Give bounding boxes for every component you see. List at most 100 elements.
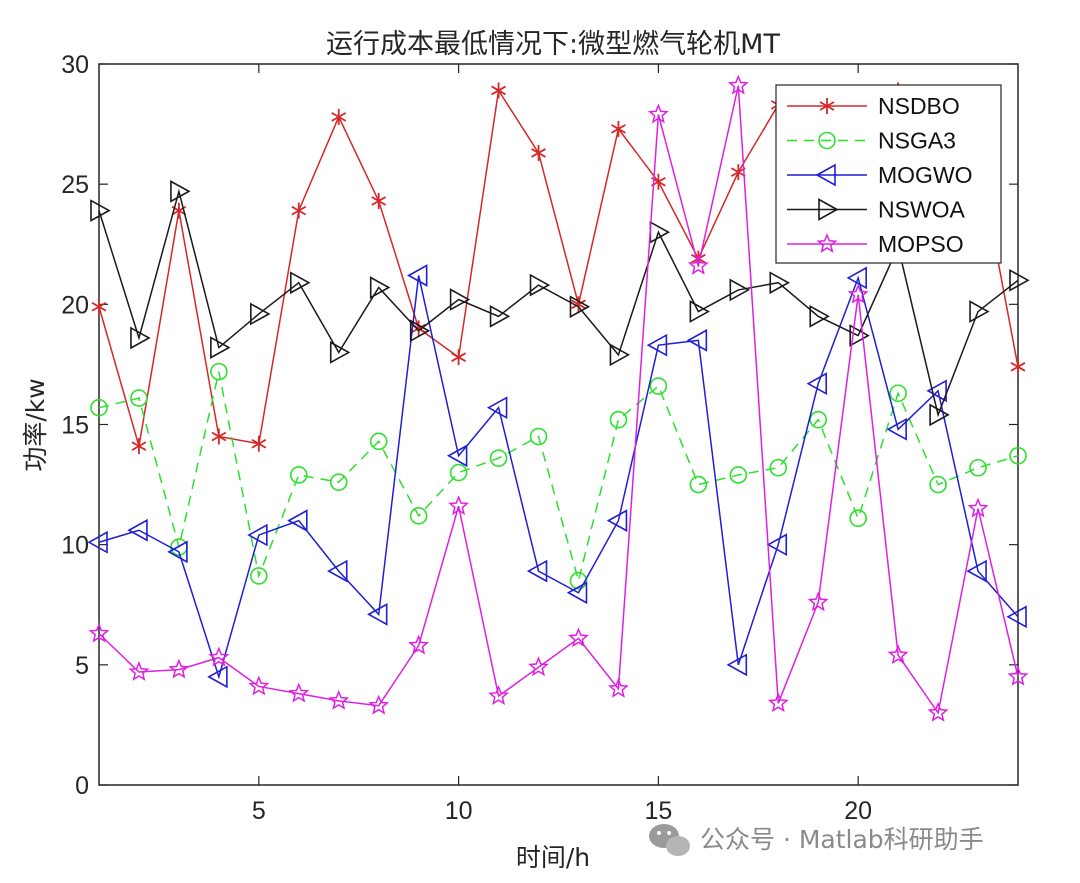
data-point (291, 202, 307, 219)
legend-item-nsdbo: NSDBO (787, 93, 960, 119)
data-point (646, 333, 668, 357)
data-point (369, 276, 391, 299)
data-point (727, 74, 749, 95)
data-point (846, 266, 867, 290)
legend-item-mogwo: MOGWO (787, 162, 973, 188)
legend-marker (818, 131, 836, 150)
chart-title: 运行成本最低情况下:微型燃气轮机MT (326, 29, 780, 60)
data-point (131, 438, 147, 455)
legend-label: MOPSO (878, 231, 964, 257)
legend-label: NSGA3 (878, 128, 956, 154)
data-point (371, 192, 387, 209)
data-point (1010, 358, 1026, 375)
data-point (369, 432, 388, 451)
series-mogwo (87, 264, 1027, 689)
x-axis: 5 10 15 20 (252, 64, 872, 825)
x-tick-label: 10 (445, 797, 473, 825)
data-point (568, 627, 589, 648)
data-point (609, 410, 628, 429)
data-point (491, 82, 506, 99)
series-nswoa (90, 180, 1030, 427)
data-point (649, 377, 668, 395)
data-point (926, 379, 947, 403)
data-point (170, 180, 191, 203)
data-point (251, 435, 267, 452)
data-point (210, 362, 228, 381)
data-point (889, 384, 907, 403)
data-point (686, 329, 708, 352)
data-point (329, 473, 348, 491)
data-point (847, 283, 869, 304)
data-point (569, 295, 591, 319)
data-point (769, 271, 790, 295)
data-point (248, 675, 270, 696)
data-point (1006, 605, 1027, 629)
series-nsga3 (90, 362, 1027, 590)
data-point (87, 530, 108, 554)
data-point (91, 298, 107, 315)
data-point (329, 341, 351, 364)
data-point (806, 372, 828, 396)
legend-box (775, 84, 1002, 264)
data-point (449, 288, 471, 311)
data-point (887, 644, 909, 665)
data-point (529, 273, 551, 297)
legend-item-nswoa: NSWOA (787, 197, 966, 223)
data-point (449, 463, 468, 482)
x-tick-label: 20 (844, 797, 872, 825)
legend-marker (815, 163, 836, 187)
data-point (849, 324, 870, 347)
data-point (289, 466, 308, 484)
data-point (328, 689, 350, 710)
data-point (927, 701, 949, 722)
data-point (966, 559, 987, 583)
legend-marker (818, 198, 839, 221)
legend-item-nsga3: NSGA3 (787, 128, 956, 154)
data-point (127, 518, 148, 542)
data-point (766, 533, 788, 557)
legend: NSDBO NSGA3 MOGWO NSWOA MOPSO (775, 84, 1002, 264)
legend-item-mopso: MOPSO (787, 231, 964, 257)
y-tick-label: 30 (61, 51, 89, 79)
data-point (729, 466, 748, 484)
data-point (849, 509, 867, 528)
data-point (409, 507, 428, 525)
data-point (566, 581, 588, 605)
legend-marker (819, 98, 835, 114)
data-point (250, 567, 268, 585)
y-tick-label: 0 (75, 772, 89, 800)
data-point (726, 653, 748, 677)
series-line-nswoa (98, 188, 1019, 418)
data-point (526, 559, 548, 583)
y-axis: 0 5 10 15 20 25 30 (61, 51, 1018, 800)
data-point (569, 571, 588, 590)
data-point (886, 417, 907, 441)
y-tick-label: 20 (61, 291, 89, 319)
watermark: 公众号 · Matlab科研助手 (649, 824, 984, 856)
data-point (689, 475, 708, 494)
watermark-text: 公众号 · Matlab科研助手 (700, 825, 984, 854)
data-point (409, 319, 431, 343)
data-point (488, 685, 510, 705)
data-point (289, 271, 311, 295)
data-point (207, 665, 228, 689)
data-point (128, 661, 150, 681)
data-point (448, 495, 470, 516)
x-axis-label: 时间/h (516, 843, 590, 872)
data-point (969, 458, 987, 477)
data-point (809, 410, 828, 429)
data-point (167, 540, 188, 564)
data-point (929, 403, 950, 427)
data-point (1009, 446, 1027, 465)
data-point (967, 497, 989, 518)
data-point (208, 646, 230, 667)
y-tick-label: 5 (75, 652, 89, 680)
data-point (288, 682, 310, 703)
y-tick-label: 15 (61, 412, 89, 440)
data-point (647, 103, 669, 124)
data-point (689, 300, 710, 323)
data-point (211, 428, 227, 445)
data-point (929, 475, 947, 494)
data-point (606, 509, 628, 532)
